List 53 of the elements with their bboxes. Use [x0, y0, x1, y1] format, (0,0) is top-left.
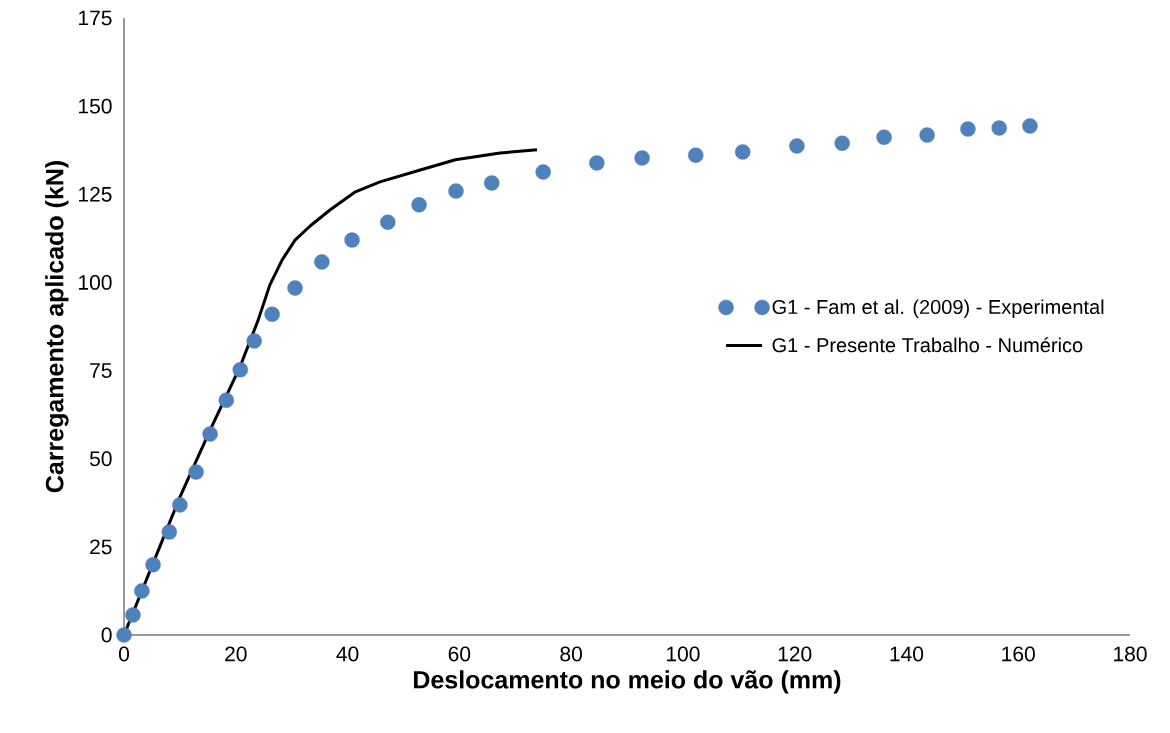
point	[991, 120, 1007, 136]
point	[411, 197, 427, 213]
point	[344, 232, 360, 248]
point	[145, 557, 161, 573]
point	[264, 306, 280, 322]
y-axis-title: Carregamento aplicado (kN)	[45, 161, 69, 493]
point	[789, 138, 805, 154]
point	[314, 254, 330, 270]
x-tick-label: 100	[666, 646, 700, 662]
x-tick-label: 60	[448, 646, 471, 662]
point	[161, 524, 177, 540]
point	[232, 362, 248, 378]
y-tick-label: 25	[90, 539, 112, 555]
legend-label: G1 - Presente Trabalho - Numérico	[772, 337, 1083, 353]
point	[134, 583, 150, 599]
y-tick-label: 175	[79, 10, 112, 26]
point	[535, 164, 551, 180]
legend-label: G1 - Fam et al. (2009) - Experimental	[772, 299, 1104, 319]
x-tick-label: 80	[560, 646, 582, 662]
point	[634, 150, 650, 166]
point	[834, 135, 850, 151]
x-tick-label: 180	[1114, 646, 1147, 662]
y-tick-label: 100	[79, 274, 112, 290]
point	[116, 627, 132, 643]
point	[734, 144, 751, 160]
point	[287, 280, 303, 296]
point	[172, 497, 188, 513]
point	[246, 333, 262, 349]
y-tick-label: 0	[101, 627, 112, 643]
x-tick-label: 20	[225, 646, 247, 662]
y-tick-label: 125	[79, 186, 112, 202]
point	[484, 175, 500, 191]
point	[202, 426, 218, 442]
point	[448, 183, 464, 199]
point	[1022, 118, 1038, 134]
x-tick-label: 40	[336, 646, 359, 662]
x-tick-label: 120	[778, 646, 812, 662]
point	[380, 214, 396, 230]
point	[218, 392, 234, 408]
y-tick-label: 150	[79, 98, 112, 114]
point	[688, 147, 704, 163]
x-tick-label: 160	[1002, 646, 1035, 662]
point	[188, 464, 204, 480]
x-tick-label: 0	[118, 646, 130, 662]
point	[919, 127, 935, 143]
y-tick-label: 50	[89, 451, 112, 467]
x-axis-title: Deslocamento no meio do vão (mm)	[414, 670, 841, 694]
point	[125, 607, 141, 623]
y-tick-label: 75	[90, 363, 112, 378]
point	[589, 155, 605, 171]
x-tick-label: 140	[890, 646, 924, 662]
point	[960, 121, 976, 137]
point	[876, 129, 892, 145]
